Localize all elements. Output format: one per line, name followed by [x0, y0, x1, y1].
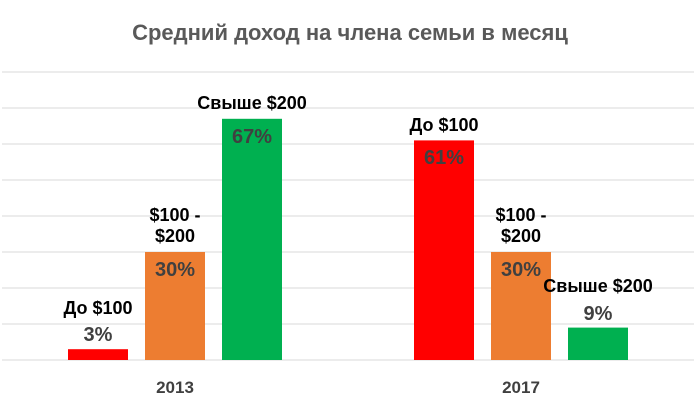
series-label: $100 - $200 [149, 204, 201, 247]
data-label: 9% [583, 302, 613, 325]
series-label: До $100 [63, 297, 133, 318]
bar [222, 118, 282, 360]
data-label: 61% [423, 147, 465, 170]
series-label: Свыше $200 [543, 276, 653, 297]
bar [68, 349, 128, 360]
series-label: $100 - $200 [495, 204, 547, 247]
data-label: 30% [154, 259, 196, 281]
x-tick-label: 2017 [502, 378, 540, 397]
data-label: 3% [83, 324, 113, 347]
data-label: 30% [500, 259, 542, 281]
bar [145, 252, 205, 360]
bar [414, 140, 474, 360]
bar [491, 252, 551, 360]
data-label: 67% [231, 125, 273, 148]
series-label: Свыше $200 [197, 93, 307, 114]
series-label: До $100 [409, 114, 479, 135]
chart-title: Средний доход на члена семьи в месяц [132, 20, 568, 45]
x-tick-label: 2013 [156, 378, 194, 397]
bar [568, 327, 628, 360]
